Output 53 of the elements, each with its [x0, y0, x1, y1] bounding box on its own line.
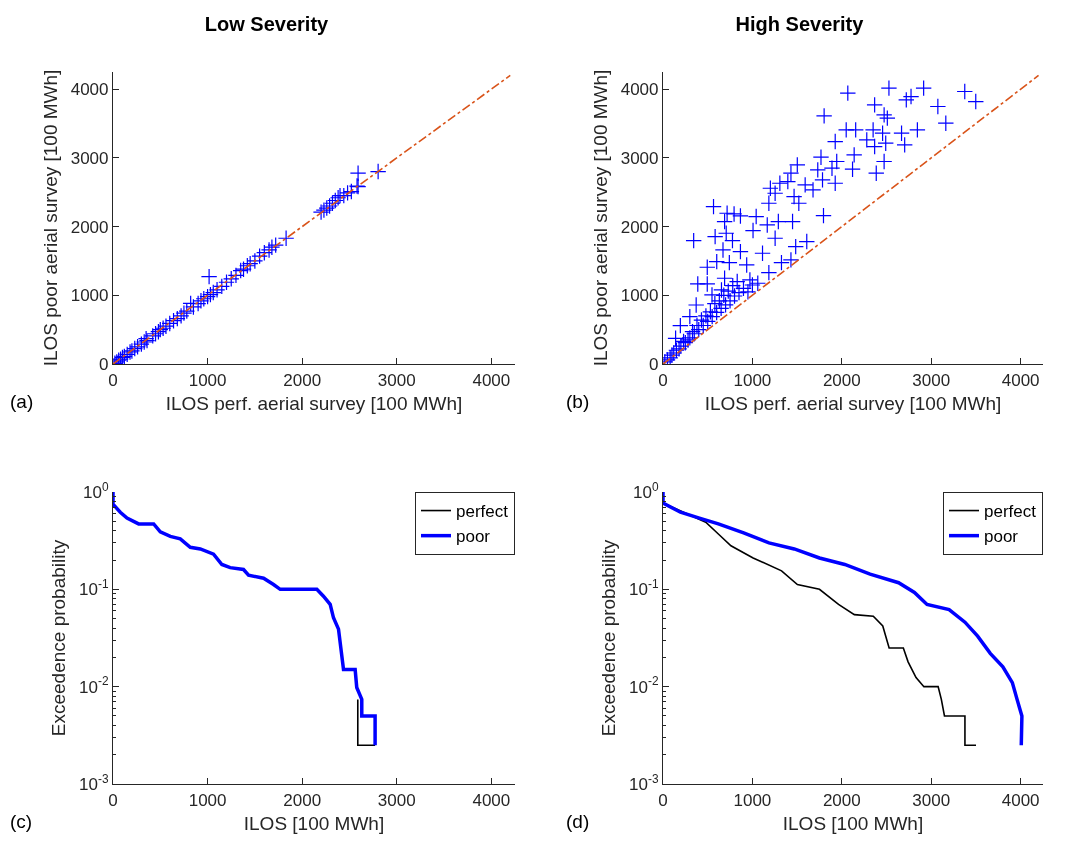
- x-tick-label: 2000: [283, 790, 322, 810]
- x-tick-label: 2000: [283, 370, 322, 390]
- y-tick-label: 10$^{-2}$: [79, 674, 109, 697]
- x-tick-label: 4000: [472, 370, 511, 390]
- x-tick-label: 1000: [733, 370, 772, 390]
- x-axis-title: ILOS [100 MWh]: [782, 813, 924, 835]
- y-tick-label: 1000: [70, 286, 109, 306]
- x-tick-label: 4000: [1001, 370, 1040, 390]
- x-tick-label: 4000: [472, 790, 511, 810]
- x-axis-title: ILOS perf. aerial survey [100 MWh]: [704, 393, 1002, 415]
- y-tick-label: 10$^{-1}$: [79, 577, 109, 600]
- y-tick-label: 10$^{-1}$: [629, 577, 659, 600]
- y-tick-label: 0: [649, 354, 659, 374]
- x-axis-title: ILOS perf. aerial survey [100 MWh]: [165, 393, 463, 415]
- chart-title: High Severity: [735, 13, 865, 36]
- x-tick-label: 2000: [822, 790, 861, 810]
- y-tick-label: 10$^{-3}$: [79, 771, 109, 794]
- y-tick-label: 10$^{0}$: [82, 479, 109, 502]
- x-tick-label: 1000: [733, 790, 772, 810]
- y-tick-label: 3000: [70, 148, 109, 168]
- x-tick-label: 3000: [377, 370, 416, 390]
- x-tick-label: 4000: [1001, 790, 1040, 810]
- y-tick-label: 4000: [70, 80, 109, 100]
- text: (a): [10, 391, 34, 412]
- y-axis-title: Exceedence probability: [47, 539, 69, 737]
- y-tick-label: 10$^{-3}$: [629, 771, 659, 794]
- y-axis-title: ILOS poor aerial survey [100 MWh]: [39, 69, 61, 367]
- x-tick-label: 1000: [188, 790, 227, 810]
- x-tick-label: 1000: [188, 370, 227, 390]
- x-tick-label: 2000: [822, 370, 861, 390]
- x-tick-label: 3000: [912, 790, 951, 810]
- y-tick-label: 10$^{0}$: [632, 479, 659, 502]
- x-tick-label: 3000: [912, 370, 951, 390]
- y-tick-label: 1000: [620, 286, 659, 306]
- y-tick-label: 4000: [620, 80, 659, 100]
- x-tick-label: 3000: [377, 790, 416, 810]
- y-tick-label: 2000: [70, 217, 109, 237]
- y-tick-label: 3000: [620, 148, 659, 168]
- y-tick-label: 0: [99, 354, 109, 374]
- legend-label: poor: [456, 527, 491, 547]
- y-axis-title: Exceedence probability: [597, 539, 619, 737]
- text: (b): [566, 391, 590, 412]
- legend-label: perfect: [984, 502, 1037, 522]
- legend-label: perfect: [456, 502, 509, 522]
- text: (d): [566, 811, 590, 832]
- x-axis-title: ILOS [100 MWh]: [243, 813, 385, 835]
- y-tick-label: 2000: [620, 217, 659, 237]
- y-tick-label: 10$^{-2}$: [629, 674, 659, 697]
- chart-title: Low Severity: [204, 13, 330, 36]
- legend-label: poor: [984, 527, 1019, 547]
- y-axis-title: ILOS poor aerial survey [100 MWh]: [589, 69, 611, 367]
- text: (c): [10, 811, 33, 832]
- line-series: [113, 492, 377, 748]
